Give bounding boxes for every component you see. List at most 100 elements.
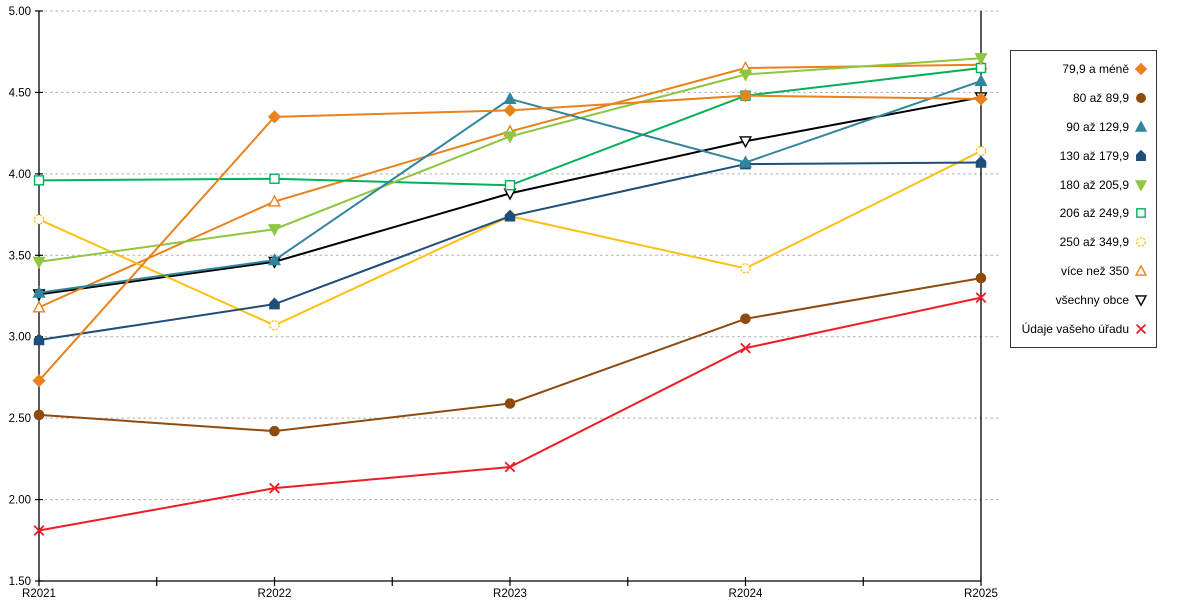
triangle-down-marker-icon <box>1134 179 1148 192</box>
legend-item: 180 až 205,9 <box>1011 172 1156 198</box>
circle-marker-icon <box>33 409 45 421</box>
pentagon-marker-icon <box>33 333 45 346</box>
triangle-down-marker-icon <box>974 53 988 66</box>
triangle-down-marker-icon <box>739 136 752 149</box>
diamond-marker-icon <box>503 103 517 117</box>
triangle-up-marker-icon <box>32 285 46 298</box>
diamond-marker-icon <box>267 110 282 124</box>
series-4 <box>33 155 987 346</box>
x-tick-label: R2024 <box>729 588 763 600</box>
triangle-up-marker-icon <box>268 194 281 207</box>
circle-marker-icon <box>975 145 987 157</box>
circle-marker-icon <box>740 313 751 325</box>
square-marker-icon <box>1136 208 1146 219</box>
triangle-down-marker-icon <box>1134 295 1148 307</box>
legend-label: 180 až 205,9 <box>1059 177 1129 192</box>
pentagon-marker-icon <box>269 297 280 310</box>
square-marker-icon <box>33 175 45 186</box>
diamond-marker-icon <box>738 89 753 103</box>
y-tick-label: 1.50 <box>9 576 31 588</box>
legend-item: všechny obce <box>1011 287 1156 313</box>
legend-item: 79,9 a méně <box>1011 56 1156 82</box>
legend-marker-icon <box>1136 149 1146 161</box>
series-9 <box>32 92 988 302</box>
legend-marker-icon <box>1134 264 1148 276</box>
chart-legend: 79,9 a méně 80 až 89,9 90 až 129,9 130 až 1… <box>1010 50 1157 348</box>
x-tick-label: R2023 <box>493 588 527 600</box>
square-marker-icon <box>504 180 516 191</box>
legend-label: 90 až 129,9 <box>1066 119 1129 134</box>
legend-label: všechny obce <box>1055 292 1129 307</box>
square-marker-icon <box>269 173 280 184</box>
legend-marker-icon <box>1134 63 1148 76</box>
legend-marker-icon <box>1136 93 1146 104</box>
triangle-down-marker-icon <box>739 69 752 82</box>
legend-marker-icon <box>1135 323 1147 334</box>
series-line <box>38 296 982 532</box>
series-5 <box>32 53 988 269</box>
pentagon-marker-icon <box>1136 149 1146 161</box>
x-tick-label: R2021 <box>22 588 56 600</box>
legend-item: 130 až 179,9 <box>1011 143 1156 169</box>
circle-marker-icon <box>504 398 516 409</box>
legend-item: více než 350 <box>1011 258 1156 284</box>
circle-marker-icon <box>1136 93 1146 104</box>
x-marker-icon <box>1135 323 1147 334</box>
triangle-down-marker-icon <box>32 256 46 269</box>
circle-marker-icon <box>740 263 751 274</box>
y-tick-label: 2.50 <box>9 413 31 425</box>
circle-marker-icon <box>269 425 280 437</box>
x-marker-icon <box>269 482 280 494</box>
x-tick-label: R2025 <box>964 588 998 600</box>
pentagon-marker-icon <box>975 155 987 168</box>
series-2 <box>33 272 987 437</box>
diamond-marker-icon <box>974 92 988 106</box>
legend-label: Údaje vašeho úřadu <box>1021 321 1129 336</box>
legend-label: 80 až 89,9 <box>1072 91 1129 106</box>
diamond-marker-icon <box>1134 63 1148 76</box>
x-tick-label: R2022 <box>258 588 292 600</box>
legend-label: 250 až 349,9 <box>1059 235 1129 250</box>
series-1 <box>32 89 988 388</box>
triangle-up-marker-icon <box>974 73 988 87</box>
circle-marker-icon <box>269 320 280 331</box>
legend-marker-icon <box>1134 295 1148 307</box>
series-line <box>38 57 982 263</box>
legend-item: 90 až 129,9 <box>1011 114 1156 140</box>
triangle-up-marker-icon <box>1134 264 1148 276</box>
y-tick-label: 3.00 <box>9 332 31 344</box>
triangle-down-marker-icon <box>268 224 281 237</box>
pentagon-marker-icon <box>504 209 516 222</box>
legend-label: 79,9 a méně <box>1062 62 1129 77</box>
triangle-down-marker-icon <box>503 131 517 144</box>
triangle-up-marker-icon <box>739 155 752 168</box>
legend-item: 250 až 349,9 <box>1011 229 1156 255</box>
legend-marker-icon <box>1134 120 1148 132</box>
triangle-up-marker-icon <box>32 300 46 313</box>
series-3 <box>32 73 988 298</box>
diamond-marker-icon <box>32 374 46 388</box>
legend-marker-icon <box>1136 237 1146 248</box>
y-tick-label: 5.00 <box>9 6 31 18</box>
legend-label: více než 350 <box>1060 263 1129 278</box>
legend-item: 206 až 249,9 <box>1011 200 1156 226</box>
x-marker-icon <box>504 461 516 473</box>
x-marker-icon <box>33 525 45 536</box>
y-tick-label: 3.50 <box>9 250 31 262</box>
y-tick-label: 4.00 <box>9 169 31 181</box>
circle-marker-icon <box>1136 237 1146 248</box>
triangle-up-marker-icon <box>503 91 517 105</box>
triangle-up-marker-icon <box>1134 120 1148 132</box>
legend-item: Údaje vašeho úřadu <box>1011 316 1156 342</box>
legend-label: 206 až 249,9 <box>1059 206 1129 221</box>
x-marker-icon <box>740 342 751 354</box>
x-marker-icon <box>975 292 987 304</box>
series-10 <box>33 292 987 536</box>
legend-label: 130 až 179,9 <box>1059 148 1129 163</box>
triangle-up-marker-icon <box>268 253 281 266</box>
circle-marker-icon <box>975 272 987 284</box>
y-tick-label: 2.00 <box>9 495 31 507</box>
legend-marker-icon <box>1134 179 1148 192</box>
